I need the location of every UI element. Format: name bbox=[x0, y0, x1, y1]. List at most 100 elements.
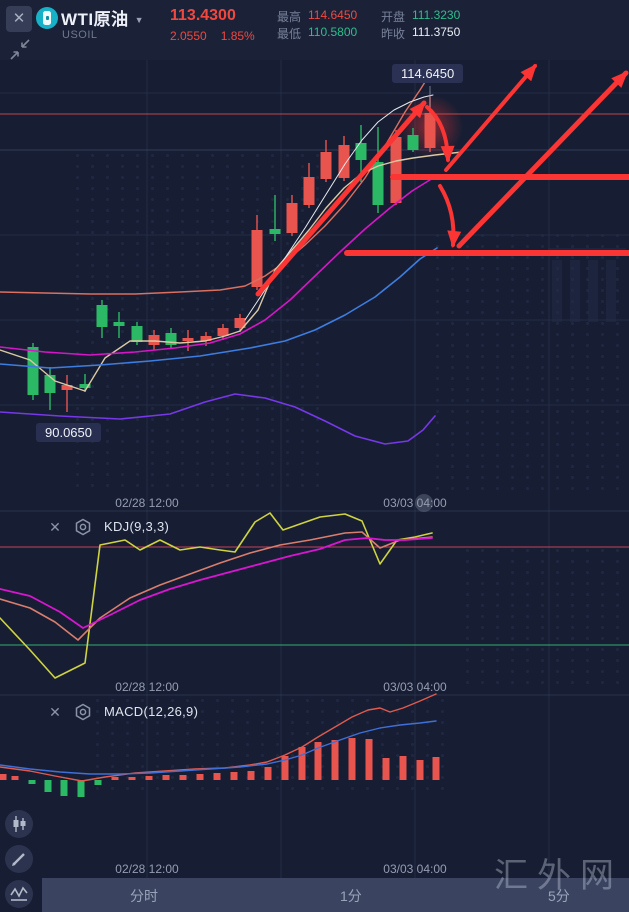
tab-timeshare[interactable]: 分时 bbox=[130, 888, 158, 904]
time-label: 02/28 12:00 bbox=[115, 862, 179, 876]
macd-close-icon[interactable]: ✕ bbox=[49, 704, 61, 720]
kdj-title: KDJ(9,3,3) bbox=[104, 519, 170, 534]
symbol-code: USOIL bbox=[62, 29, 98, 41]
chart-type-button[interactable] bbox=[5, 810, 33, 838]
building-silhouette bbox=[588, 260, 598, 322]
macd-bar bbox=[77, 780, 85, 797]
time-label: 02/28 12:00 bbox=[115, 496, 179, 510]
macd-bar bbox=[331, 740, 339, 780]
kdj-header: ✕ KDJ(9,3,3) bbox=[0, 518, 300, 538]
drawn-trend-arrow[interactable] bbox=[456, 70, 629, 249]
macd-bar bbox=[44, 780, 52, 792]
building-silhouette bbox=[606, 260, 616, 322]
macd-panel bbox=[0, 693, 440, 797]
change-value: 2.0550 bbox=[170, 29, 207, 43]
macd-bar bbox=[314, 742, 322, 780]
time-label: 03/03 04:00 bbox=[383, 496, 447, 510]
oil-symbol-icon bbox=[36, 7, 58, 29]
macd-bar bbox=[365, 739, 373, 780]
change-percent: 1.85% bbox=[220, 29, 255, 43]
indicator-button[interactable] bbox=[5, 880, 33, 908]
close-button[interactable]: ✕ bbox=[6, 6, 32, 32]
candle-body bbox=[165, 333, 177, 345]
macd-bar bbox=[298, 747, 306, 780]
macd-bar bbox=[179, 775, 187, 780]
candle-body bbox=[390, 137, 402, 203]
drawn-trend-arrow[interactable] bbox=[255, 100, 427, 297]
candles-layer bbox=[27, 95, 436, 412]
building-silhouette bbox=[552, 260, 562, 322]
chevron-down-icon: ▼ bbox=[134, 15, 145, 25]
candle-body bbox=[372, 162, 384, 205]
interval-tabbar: 分时 1分 5分 bbox=[42, 878, 629, 912]
background-pattern bbox=[460, 545, 629, 690]
kdj-close-icon[interactable]: ✕ bbox=[49, 519, 61, 535]
stat-value-low: 110.5800 bbox=[308, 25, 358, 39]
annotations-layer[interactable] bbox=[255, 63, 629, 297]
macd-bar bbox=[196, 774, 204, 780]
low-price-tooltip: 90.0650 bbox=[36, 423, 101, 442]
macd-bar bbox=[162, 775, 170, 780]
candle-body bbox=[200, 336, 212, 341]
watermark: 汇外网 bbox=[494, 858, 623, 895]
main-time-axis: 02/28 12:00 03/03 04:00 bbox=[0, 496, 629, 510]
macd-bar bbox=[281, 756, 289, 780]
price-change: 2.0550 1.85% bbox=[170, 29, 269, 43]
stat-label-high: 最高 bbox=[277, 10, 302, 24]
macd-bar bbox=[60, 780, 68, 796]
macd-bar bbox=[247, 771, 255, 780]
tab-5min[interactable]: 5分 bbox=[548, 888, 570, 904]
time-label: 03/03 04:00 bbox=[383, 680, 447, 694]
candle-body bbox=[182, 338, 194, 341]
tab-1min[interactable]: 1分 bbox=[340, 888, 362, 904]
candle-body bbox=[269, 229, 281, 234]
stat-label-open: 开盘 bbox=[381, 10, 406, 24]
macd-bar bbox=[213, 773, 221, 780]
symbol-title[interactable]: WTI原油 ▼ bbox=[61, 10, 145, 29]
candle-body bbox=[320, 152, 332, 179]
candle-body bbox=[424, 113, 436, 148]
macd-bar bbox=[348, 738, 356, 780]
candle-body bbox=[234, 318, 246, 328]
candle-body bbox=[355, 143, 367, 160]
draw-tool-button[interactable] bbox=[5, 845, 33, 873]
macd-bar bbox=[230, 772, 238, 780]
macd-bar bbox=[94, 780, 102, 785]
macd-bar bbox=[264, 767, 272, 780]
watermark-dot bbox=[415, 494, 433, 512]
header: ✕ WTI原油 ▼ USOIL 113.4300 2.0550 1.85% 最高 1… bbox=[0, 0, 629, 60]
candle-body bbox=[131, 326, 143, 342]
kdj-settings-icon[interactable] bbox=[74, 518, 92, 536]
candle-body bbox=[338, 145, 350, 178]
macd-bar bbox=[11, 776, 19, 780]
drawn-trend-arrow[interactable] bbox=[438, 184, 462, 248]
macd-title: MACD(12,26,9) bbox=[104, 704, 199, 719]
macd-bar bbox=[111, 777, 119, 780]
gridlines bbox=[0, 60, 629, 878]
macd-time-axis: 02/28 12:00 03/03 04:00 bbox=[0, 862, 629, 876]
stat-value-open: 111.3230 bbox=[412, 8, 461, 22]
candle-body bbox=[148, 335, 160, 345]
collapse-icon[interactable] bbox=[8, 39, 32, 61]
candle-body bbox=[113, 322, 125, 326]
candle-body bbox=[96, 305, 108, 327]
macd-bar bbox=[0, 774, 7, 780]
candle-body bbox=[303, 177, 315, 205]
macd-settings-icon[interactable] bbox=[74, 703, 92, 721]
last-price: 113.4300 bbox=[170, 7, 236, 24]
stat-label-prevclose: 昨收 bbox=[381, 27, 406, 41]
macd-bar bbox=[145, 776, 153, 780]
stat-label-low: 最低 bbox=[277, 27, 302, 41]
kdj-time-axis: 02/28 12:00 03/03 04:00 bbox=[0, 680, 629, 694]
stat-value-prevclose: 111.3750 bbox=[412, 25, 461, 39]
macd-bar bbox=[432, 757, 440, 780]
drawn-trend-arrow[interactable] bbox=[444, 63, 537, 172]
candle-body bbox=[44, 375, 56, 393]
drawn-trend-arrow[interactable] bbox=[425, 105, 455, 163]
kdj-panel bbox=[0, 512, 629, 679]
candle-body bbox=[251, 230, 263, 287]
candle-body bbox=[286, 203, 298, 233]
candle-body bbox=[407, 135, 419, 150]
